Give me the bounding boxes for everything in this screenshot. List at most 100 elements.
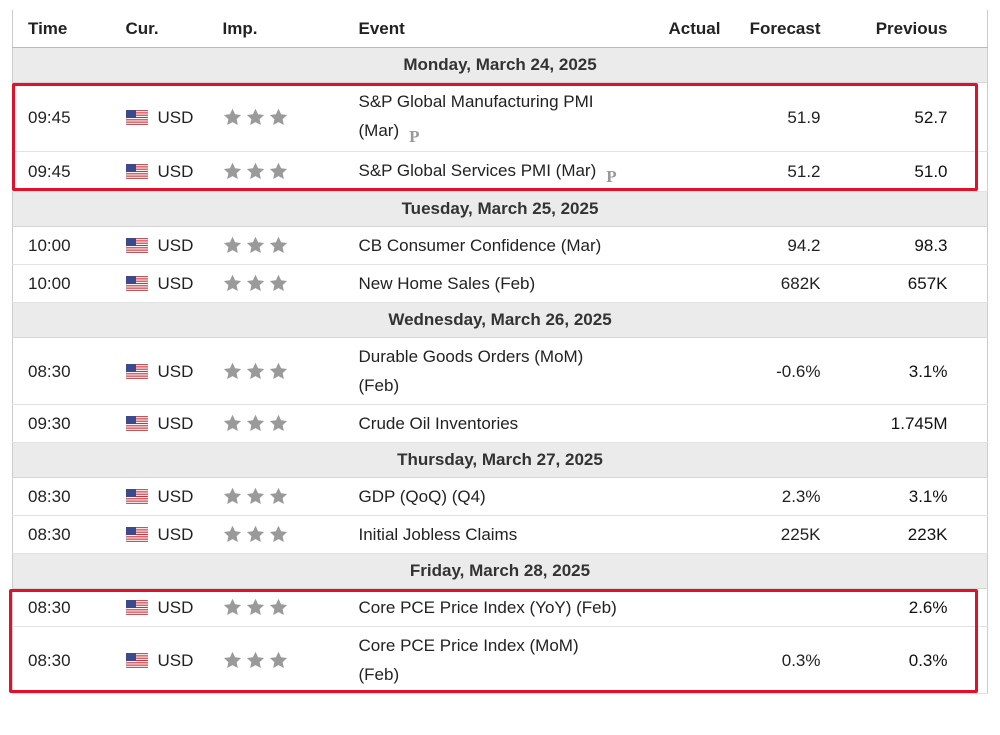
event-name: Core PCE Price Index (YoY) (Feb) (345, 588, 631, 627)
event-title: New Home Sales (Feb) (358, 274, 536, 293)
day-row: Tuesday, March 25, 2025 (12, 191, 988, 227)
event-currency: USD (110, 515, 211, 554)
event-time: 08:30 (12, 337, 111, 405)
event-row: 08:30 USD GDP (QoQ) (Q4) 2.3% 3.1% (12, 477, 988, 516)
header-previous: Previous (820, 10, 948, 48)
event-title: S&P Global Manufacturing PMI (Mar) (358, 92, 594, 140)
event-title: S&P Global Services PMI (Mar) (358, 161, 597, 180)
event-name: S&P Global Services PMI (Mar) P (345, 151, 631, 192)
event-actual (630, 404, 721, 443)
day-row: Wednesday, March 26, 2025 (12, 302, 988, 338)
header-time: Time (12, 10, 111, 48)
event-name: New Home Sales (Feb) (345, 264, 631, 303)
event-actual (630, 337, 721, 405)
day-label: Monday, March 24, 2025 (12, 47, 988, 83)
currency-code: USD (157, 487, 194, 506)
event-time: 08:30 (12, 626, 111, 694)
event-currency: USD (110, 337, 211, 405)
event-actual (630, 151, 721, 192)
us-flag (125, 488, 148, 505)
event-forecast: -0.6% (720, 337, 821, 405)
importance-stars (210, 626, 346, 694)
spacer (947, 588, 988, 627)
event-time: 10:00 (12, 226, 111, 265)
currency-code: USD (157, 650, 194, 670)
spacer (947, 226, 988, 265)
preliminary-badge: P (409, 127, 420, 146)
us-flag (125, 652, 148, 668)
event-title: Initial Jobless Claims (358, 525, 518, 544)
event-forecast: 0.3% (720, 626, 821, 694)
event-time: 08:30 (12, 477, 111, 516)
currency-code: USD (157, 274, 194, 293)
spacer (947, 515, 988, 554)
currency-code: USD (157, 525, 194, 544)
event-row: 08:30 USD Core PCE Price Index (MoM) (Feb)… (12, 626, 988, 694)
event-previous: 3.1% (820, 337, 948, 405)
event-forecast: 2.3% (720, 477, 821, 516)
day-label: Wednesday, March 26, 2025 (12, 302, 988, 338)
event-currency: USD (110, 264, 211, 303)
importance-stars (210, 404, 346, 443)
spacer (947, 477, 988, 516)
currency-code: USD (157, 107, 194, 127)
currency-code: USD (157, 236, 194, 255)
us-flag (125, 163, 148, 180)
spacer (947, 626, 988, 694)
us-flag (125, 109, 148, 125)
currency-code: USD (157, 414, 194, 433)
day-label: Tuesday, March 25, 2025 (12, 191, 988, 227)
event-actual (630, 515, 721, 554)
us-flag (125, 415, 148, 432)
event-name: Durable Goods Orders (MoM) (Feb) (345, 337, 631, 405)
event-previous: 51.0 (820, 151, 948, 192)
importance-stars (210, 264, 346, 303)
importance-stars (210, 82, 346, 152)
header-actual: Actual (630, 10, 721, 48)
importance-stars (210, 226, 346, 265)
event-title: Durable Goods Orders (MoM) (Feb) (358, 347, 584, 395)
header-importance: Imp. (210, 10, 346, 48)
event-name: CB Consumer Confidence (Mar) (345, 226, 631, 265)
event-row: 08:30 USD Core PCE Price Index (YoY) (Feb)… (12, 588, 988, 627)
event-row: 09:45 USD S&P Global Manufacturing PMI (Ma… (12, 82, 988, 152)
us-flag (125, 363, 148, 379)
day-label: Friday, March 28, 2025 (12, 553, 988, 589)
importance-stars (210, 515, 346, 554)
event-forecast (720, 588, 821, 627)
event-time: 10:00 (12, 264, 111, 303)
event-title: CB Consumer Confidence (Mar) (358, 236, 602, 255)
event-currency: USD (110, 82, 211, 152)
event-name: Crude Oil Inventories (345, 404, 631, 443)
spacer (947, 404, 988, 443)
event-actual (630, 477, 721, 516)
header-forecast: Forecast (720, 10, 821, 48)
event-row: 10:00 USD CB Consumer Confidence (Mar) 94.2… (12, 226, 988, 265)
event-actual (630, 264, 721, 303)
event-name: GDP (QoQ) (Q4) (345, 477, 631, 516)
event-row: 08:30 USD Initial Jobless Claims 225K 223K (12, 515, 988, 554)
importance-stars (210, 337, 346, 405)
event-previous: 52.7 (820, 82, 948, 152)
event-forecast: 94.2 (720, 226, 821, 265)
event-previous: 657K (820, 264, 948, 303)
event-actual (630, 588, 721, 627)
event-currency: USD (110, 477, 211, 516)
event-row: 10:00 USD New Home Sales (Feb) 682K 657K (12, 264, 988, 303)
day-label: Thursday, March 27, 2025 (12, 442, 988, 478)
header-currency: Cur. (110, 10, 211, 48)
event-previous: 2.6% (820, 588, 948, 627)
day-row: Thursday, March 27, 2025 (12, 442, 988, 478)
event-name: Core PCE Price Index (MoM) (Feb) (345, 626, 631, 694)
day-row: Friday, March 28, 2025 (12, 553, 988, 589)
event-time: 08:30 (12, 515, 111, 554)
header-spacer (947, 10, 988, 48)
event-currency: USD (110, 626, 211, 694)
event-forecast: 51.9 (720, 82, 821, 152)
event-row: 08:30 USD Durable Goods Orders (MoM) (Feb)… (12, 337, 988, 405)
event-previous: 98.3 (820, 226, 948, 265)
spacer (947, 337, 988, 405)
currency-code: USD (157, 361, 194, 381)
header-event: Event (345, 10, 631, 48)
